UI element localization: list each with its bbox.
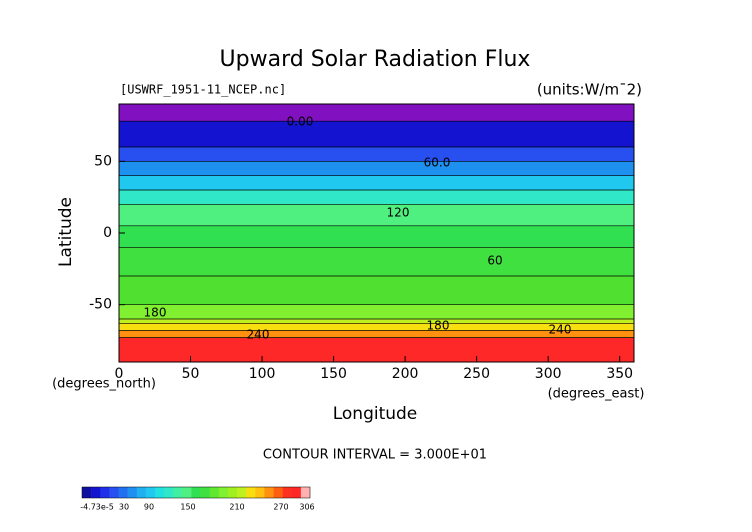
contour-label: 180 [144,306,167,320]
contour-label: 240 [549,323,572,337]
contour-band [119,147,634,162]
contour-band [119,323,634,331]
x-tick-label: 300 [535,366,562,382]
contour-band [119,204,634,226]
x-tick-label: 50 [182,366,200,382]
colorbar-label: 150 [180,503,195,512]
y-tick-label: 50 [94,153,112,169]
colorbar-cell [200,487,210,498]
chart-title: Upward Solar Radiation Flux [220,47,531,72]
colorbar-label: 90 [144,503,154,512]
contour-band [119,276,634,305]
y-unit-label: (degrees_north) [52,377,156,392]
contour-label: 60.0 [424,156,451,170]
colorbar-label: 306 [299,503,314,512]
contour-band [119,190,634,205]
contour-band [119,104,634,122]
x-tick-label: 200 [392,366,419,382]
contour-label: 0.00 [287,115,314,129]
colorbar-label: 30 [119,503,129,512]
colorbar-label: -4.73e-5 [80,503,114,512]
contour-band [119,175,634,190]
contour-label: 60 [487,254,502,268]
colorbar-cell [164,487,174,498]
colorbar-cell [91,487,101,498]
units-label: (units:W/m¯2) [537,81,642,99]
x-tick-label: 150 [320,366,347,382]
y-axis-label: Latitude [56,197,76,267]
colorbar-cell [264,487,274,498]
contour-label: 240 [247,328,270,342]
contour-band [119,247,634,276]
x-tick-label: 100 [249,366,276,382]
colorbar-cell [136,487,147,498]
colorbar-cell [255,487,265,498]
colorbar-cell [154,487,165,498]
x-tick-label: 0 [115,366,124,382]
x-axis-label: Longitude [333,404,418,424]
contour-band [119,161,634,176]
y-tick-label: -50 [89,297,112,313]
interval-label: CONTOUR INTERVAL = 3.000E+01 [263,448,487,463]
contour-band [119,225,634,248]
colorbar-cell [282,487,293,498]
colorbar-cell [191,487,201,498]
contour-band [119,330,634,338]
colorbar-cell [109,487,119,498]
colorbar-cell [118,487,128,498]
colorbar-frame [81,486,311,499]
colorbar-cell [82,487,92,498]
colorbar-cell [273,487,283,498]
colorbar-cell [100,487,110,498]
colorbar-cell [182,487,192,498]
x-tick-label: 350 [606,366,633,382]
colorbar-label: 210 [229,503,244,512]
colorbar-cell [291,487,302,498]
contour-band [119,121,634,147]
colorbar-cell [227,487,238,498]
x-unit-label: (degrees_east) [548,387,645,402]
file-label: [USWRF_1951-11_NCEP.nc] [120,83,286,97]
contour-band [119,304,634,319]
colorbar-cell [145,487,156,498]
colorbar-label: 270 [273,503,288,512]
colorbar-cell [218,487,229,498]
colorbar-cell [173,487,183,498]
colorbar-cell [300,487,311,498]
x-tick-label: 250 [463,366,490,382]
contour-band [119,337,634,362]
colorbar-cell [237,487,247,498]
colorbar-cell [246,487,256,498]
y-tick-label: 0 [103,225,112,241]
contour-band [119,319,634,324]
contour-label: 180 [427,319,450,333]
colorbar-cell [209,487,220,498]
colorbar-cell [127,487,138,498]
contour-label: 120 [387,206,410,220]
